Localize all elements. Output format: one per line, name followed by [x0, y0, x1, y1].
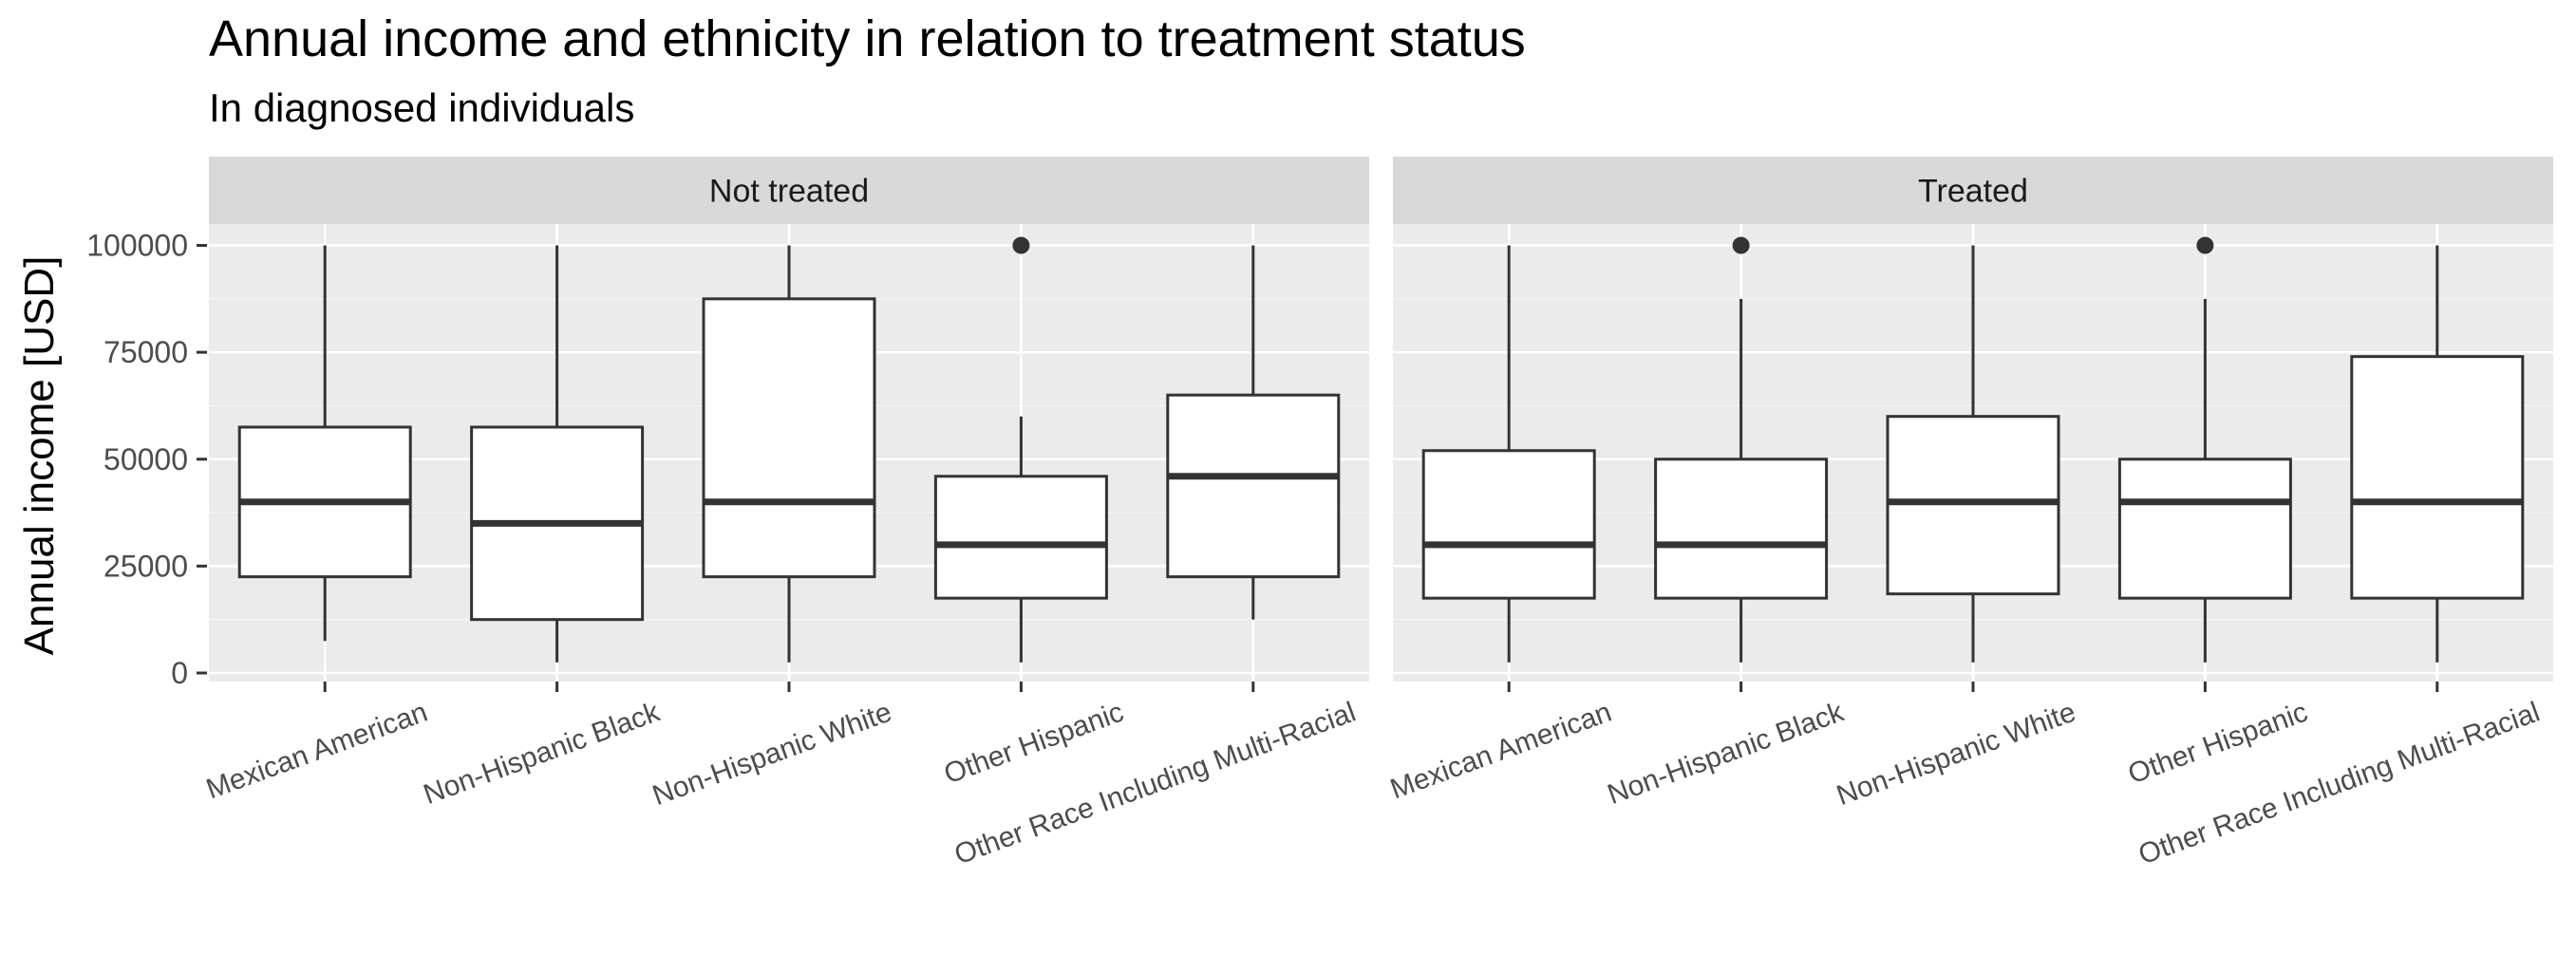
x-tick-label: Non-Hispanic White — [1833, 697, 2079, 813]
outlier-point — [1732, 236, 1750, 254]
box-iqr — [933, 475, 1108, 600]
x-tick-label: Non-Hispanic Black — [1604, 696, 1849, 811]
x-tick-label: Non-Hispanic Black — [420, 696, 665, 811]
x-tick-label: Mexican American — [1386, 697, 1616, 806]
x-tick-label: Mexican American — [202, 697, 432, 806]
x-tick-label: Other Race Including Multi-Racial — [2134, 697, 2544, 871]
box-0 — [237, 245, 412, 642]
box-1 — [1654, 236, 1829, 663]
x-tick-label: Other Race Including Multi-Racial — [950, 697, 1360, 871]
box-0 — [1421, 245, 1596, 663]
facet-strip-label: Not treated — [709, 174, 869, 210]
x-tick-label: Other Hispanic — [2124, 697, 2312, 791]
x-tick-label: Other Hispanic — [940, 697, 1128, 791]
y-tick-label: 0 — [171, 656, 188, 690]
outlier-point — [1012, 236, 1030, 254]
box-3 — [933, 236, 1108, 663]
facet-strip — [1393, 157, 2553, 224]
x-tick-label: Non-Hispanic White — [649, 697, 895, 813]
facet-strip — [209, 157, 1369, 224]
box-1 — [470, 245, 645, 663]
chart-title: Annual income and ethnicity in relation … — [209, 10, 1526, 67]
box-iqr — [1421, 449, 1596, 600]
outlier-point — [2196, 236, 2214, 254]
box-iqr — [2117, 458, 2292, 600]
box-2 — [1886, 245, 2060, 663]
box-3 — [2117, 236, 2292, 663]
box-4 — [1166, 245, 1341, 620]
y-tick-label: 75000 — [103, 335, 188, 369]
y-tick-label: 100000 — [86, 229, 188, 263]
box-4 — [2350, 245, 2525, 663]
chart-subtitle: In diagnosed individuals — [209, 85, 635, 130]
facet-strip-label: Treated — [1918, 174, 2028, 210]
y-tick-label: 50000 — [103, 442, 188, 477]
box-iqr — [702, 297, 876, 579]
y-axis: 0 25000 50000 75000 100000 — [86, 229, 207, 690]
y-tick-label: 25000 — [103, 549, 188, 583]
box-iqr — [1654, 458, 1829, 600]
box-iqr — [2350, 355, 2525, 600]
y-axis-label: Annual income [USD] — [16, 256, 63, 656]
box-iqr — [1166, 393, 1341, 579]
box-2 — [702, 245, 876, 663]
